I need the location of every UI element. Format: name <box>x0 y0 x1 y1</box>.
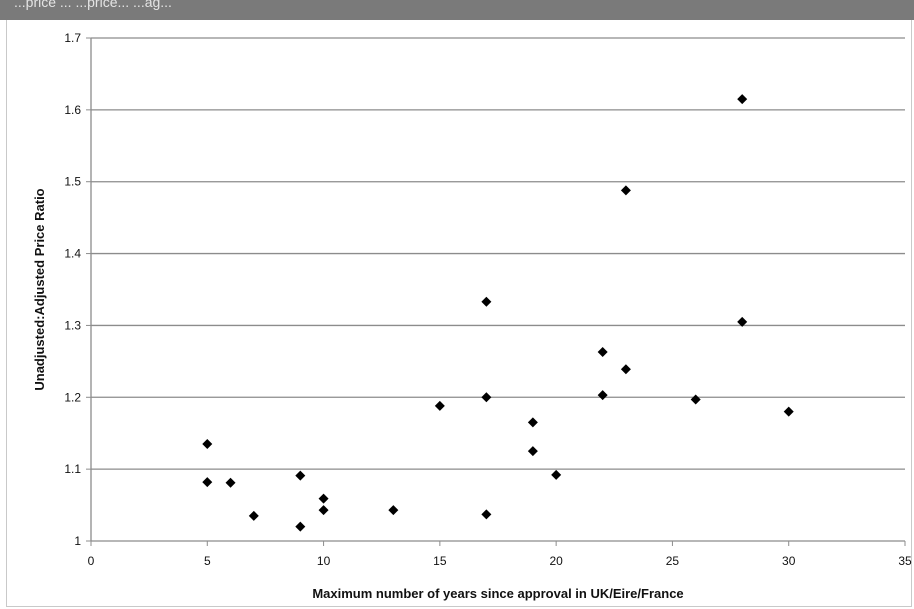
data-point <box>481 509 492 520</box>
header-text: ...price ... ...price... ...ag... <box>14 0 172 10</box>
data-point <box>295 521 306 532</box>
data-point <box>388 505 399 516</box>
data-point <box>225 477 236 488</box>
y-tick-label: 1.3 <box>64 318 81 332</box>
data-point <box>620 185 631 196</box>
y-tick-label: 1.7 <box>64 31 81 45</box>
data-point <box>527 446 538 457</box>
data-point <box>527 417 538 428</box>
x-tick-label: 25 <box>666 554 680 568</box>
y-tick-label: 1.5 <box>64 175 81 189</box>
data-point <box>481 296 492 307</box>
gridlines <box>91 37 905 470</box>
data-point <box>783 406 794 417</box>
x-tick-label: 5 <box>204 554 211 568</box>
x-tick-label: 30 <box>782 554 796 568</box>
data-point <box>481 392 492 403</box>
data-point <box>202 438 213 449</box>
x-tick-label: 35 <box>898 554 912 568</box>
y-tick-label: 1.1 <box>64 462 81 476</box>
data-point <box>597 347 608 358</box>
data-point <box>620 364 631 375</box>
data-point <box>295 470 306 481</box>
data-point <box>551 469 562 480</box>
data-point <box>318 493 329 504</box>
header-bar: ...price ... ...price... ...ag... <box>0 0 914 20</box>
y-tick-label: 1.2 <box>64 390 81 404</box>
y-tick-label: 1 <box>74 534 81 548</box>
x-tick-label: 0 <box>88 554 95 568</box>
data-point <box>248 510 259 521</box>
x-tick-label: 10 <box>317 554 331 568</box>
y-tick-label: 1.6 <box>64 103 81 117</box>
tick-labels: 1 1.1 1.2 1.3 1.4 1.5 1.6 1.7 0 5 10 15 20 25 30 35 <box>64 31 912 568</box>
y-axis-label: Unadjusted:Adjusted Price Ratio <box>32 188 47 390</box>
data-points <box>202 94 794 532</box>
data-point <box>737 316 748 327</box>
x-axis-label: Maximum number of years since approval i… <box>312 586 683 601</box>
data-point <box>318 505 329 516</box>
x-tick-label: 15 <box>433 554 447 568</box>
data-point <box>690 394 701 405</box>
y-tick-label: 1.4 <box>64 247 81 261</box>
data-point <box>597 390 608 401</box>
chart-frame <box>6 20 912 607</box>
x-tick-label: 20 <box>549 554 563 568</box>
data-point <box>434 400 445 411</box>
axes <box>86 37 906 546</box>
data-point <box>202 477 213 488</box>
data-point <box>737 94 748 105</box>
